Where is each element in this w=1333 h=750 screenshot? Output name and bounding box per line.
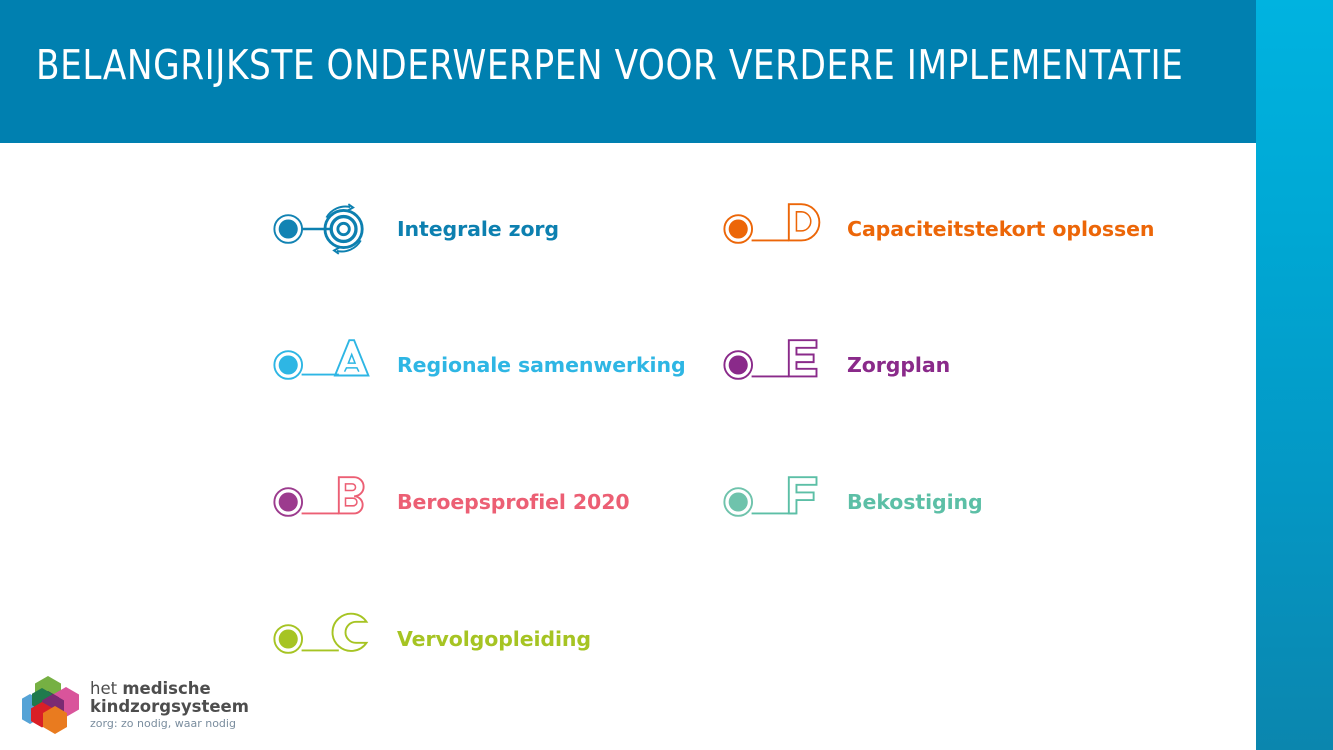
slide-header: BELANGRIJKSTE ONDERWERPEN VOOR VERDERE I… bbox=[0, 0, 1256, 143]
logo-word-het: het bbox=[90, 678, 123, 698]
topic-label: Capaciteitstekort oplossen bbox=[847, 216, 1155, 241]
logo-line-2: kindzorgsysteem bbox=[90, 696, 249, 716]
topic-item-integrale-zorg[interactable]: Integrale zorg bbox=[272, 194, 559, 264]
topic-label: Regionale samenwerking bbox=[397, 352, 686, 377]
letter-c-icon bbox=[273, 612, 369, 654]
topic-item-regionale-samenwerking[interactable]: Regionale samenwerking bbox=[272, 330, 686, 400]
letter-b-icon bbox=[273, 476, 365, 517]
letter-d-icon bbox=[723, 203, 821, 244]
topic-label: Beroepsprofiel 2020 bbox=[397, 489, 630, 514]
slide-body bbox=[0, 143, 1256, 750]
letter-f-icon bbox=[723, 476, 818, 517]
letter-a-icon bbox=[273, 339, 370, 380]
logo-line-1: het medische bbox=[90, 678, 249, 698]
topic-label: Integrale zorg bbox=[397, 216, 560, 241]
topic-item-capaciteitstekort-oplossen[interactable]: Capaciteitstekort oplossen bbox=[722, 194, 1154, 264]
page-title: BELANGRIJKSTE ONDERWERPEN VOOR VERDERE I… bbox=[36, 41, 1184, 89]
logo-word-medische: medische bbox=[122, 678, 211, 698]
letter-e-icon bbox=[723, 339, 818, 380]
topic-item-bekostiging[interactable]: Bekostiging bbox=[722, 467, 983, 537]
topic-label: Bekostiging bbox=[847, 489, 983, 514]
topic-item-beroepsprofiel-2020[interactable]: Beroepsprofiel 2020 bbox=[272, 467, 630, 537]
topic-label: Vervolgopleiding bbox=[397, 626, 591, 651]
logo-tagline: zorg: zo nodig, waar nodig bbox=[90, 716, 236, 730]
logo-wordmark: het medische kindzorgsysteem zorg: zo no… bbox=[90, 678, 249, 731]
topic-item-vervolgopleiding[interactable]: Vervolgopleiding bbox=[272, 604, 591, 674]
topic-label: Zorgplan bbox=[847, 352, 951, 377]
right-gradient-bar bbox=[1256, 0, 1333, 750]
logo-hexagon-mark bbox=[22, 676, 79, 734]
logo: het medische kindzorgsysteem zorg: zo no… bbox=[22, 672, 249, 738]
topic-item-zorgplan[interactable]: Zorgplan bbox=[722, 330, 950, 400]
target-bullseye-icon bbox=[273, 203, 364, 255]
